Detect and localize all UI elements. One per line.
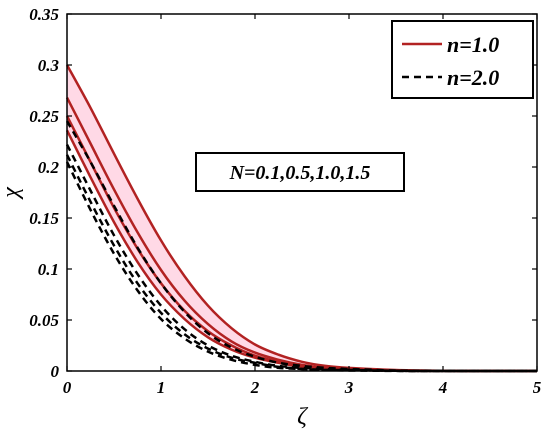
legend-label-n2: n=2.0 (447, 65, 499, 90)
plot-frame (66, 13, 538, 372)
legend-label-n1: n=1.0 (447, 32, 499, 57)
y-tick-label: 0.2 (38, 158, 60, 177)
x-tick-label: 2 (250, 378, 260, 397)
annotation-text: N=0.1,0.5,1.0,1.5 (229, 162, 371, 184)
y-tick-label: 0.35 (29, 5, 59, 24)
solid-series-1 (65, 97, 537, 373)
x-tick-label: 4 (438, 378, 448, 397)
shaded-band-layer (67, 65, 537, 371)
y-tick-label: 0.05 (29, 311, 59, 330)
x-tick-label: 0 (63, 378, 72, 397)
x-tick-label: 5 (533, 378, 542, 397)
y-tick-label: 0.15 (29, 209, 59, 228)
axis-ticks: 0 1 2 3 4 5 0 0.05 0.1 0.15 0.2 0.25 0.3 0.35 (29, 5, 542, 397)
y-tick-label: 0.1 (38, 260, 59, 279)
x-tick-label: 1 (157, 378, 166, 397)
legend: n=1.0 n=2.0 (391, 20, 534, 99)
annotation-box (195, 152, 405, 192)
y-tick-label: 0 (51, 362, 60, 381)
parameter-annotation: N=0.1,0.5,1.0,1.5 (195, 152, 405, 192)
x-tick-label: 3 (344, 378, 354, 397)
shaded-band (67, 65, 537, 371)
dashed-series-7 (65, 161, 537, 373)
y-tick-label: 0.3 (38, 56, 60, 75)
dashed-series-5 (65, 144, 537, 373)
y-tick-label: 0.25 (29, 107, 59, 126)
y-axis-label: χ (0, 186, 24, 200)
legend-box (391, 20, 534, 99)
x-axis-label: ζ (297, 404, 309, 430)
